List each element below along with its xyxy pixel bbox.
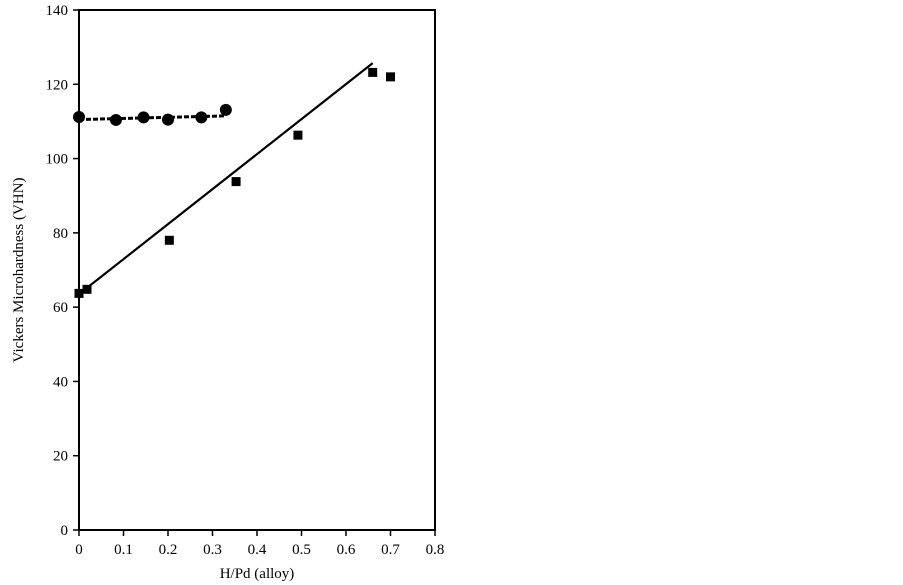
y-tick-label: 0 (61, 523, 69, 539)
square-data-point (82, 284, 92, 294)
x-tick-label: 0.7 (381, 542, 400, 558)
x-tick-label: 0.4 (248, 542, 267, 558)
circle-data-point (195, 111, 208, 124)
circle-data-point (73, 110, 85, 123)
fit-lines (78, 62, 374, 296)
y-axis-ticks: 0 20 40 60 80 100 120 140 (46, 3, 79, 539)
square-data-point (386, 72, 395, 82)
x-tick-label: 0.2 (159, 542, 178, 558)
x-tick-label: 0.5 (292, 542, 311, 558)
x-tick-label: 0.3 (203, 542, 222, 558)
y-tick-label: 80 (53, 226, 68, 242)
x-tick-label: 0.6 (337, 542, 356, 558)
x-tick-label: 0.8 (426, 542, 445, 558)
y-tick-label: 140 (46, 3, 69, 19)
y-axis-title: Vickers Microhardness (VHN) (11, 178, 27, 363)
square-data-point (74, 288, 84, 298)
square-data-point (231, 177, 241, 187)
y-tick-label: 20 (53, 449, 68, 465)
circle-data-point (162, 113, 174, 126)
y-tick-label: 60 (53, 300, 68, 316)
square-data-point (293, 130, 303, 140)
y-tick-label: 40 (53, 374, 68, 390)
plot-frame (78, 9, 436, 531)
circle-data-point (109, 113, 122, 126)
y-tick-label: 120 (46, 77, 69, 93)
circle-data-point (219, 103, 232, 116)
x-tick-label: 0.1 (114, 542, 133, 558)
square-series-fit-line (78, 62, 374, 296)
x-axis-ticks: 0 0.1 0.2 0.3 0.4 0.5 0.6 0.7 0.8 (75, 530, 444, 558)
x-tick-label: 0 (75, 542, 83, 558)
y-tick-label: 100 (46, 152, 69, 168)
square-data-point (164, 235, 174, 245)
x-axis-title: H/Pd (alloy) (220, 566, 295, 582)
circle-data-point (137, 111, 150, 124)
data-markers (73, 67, 395, 298)
square-data-point (368, 67, 378, 77)
